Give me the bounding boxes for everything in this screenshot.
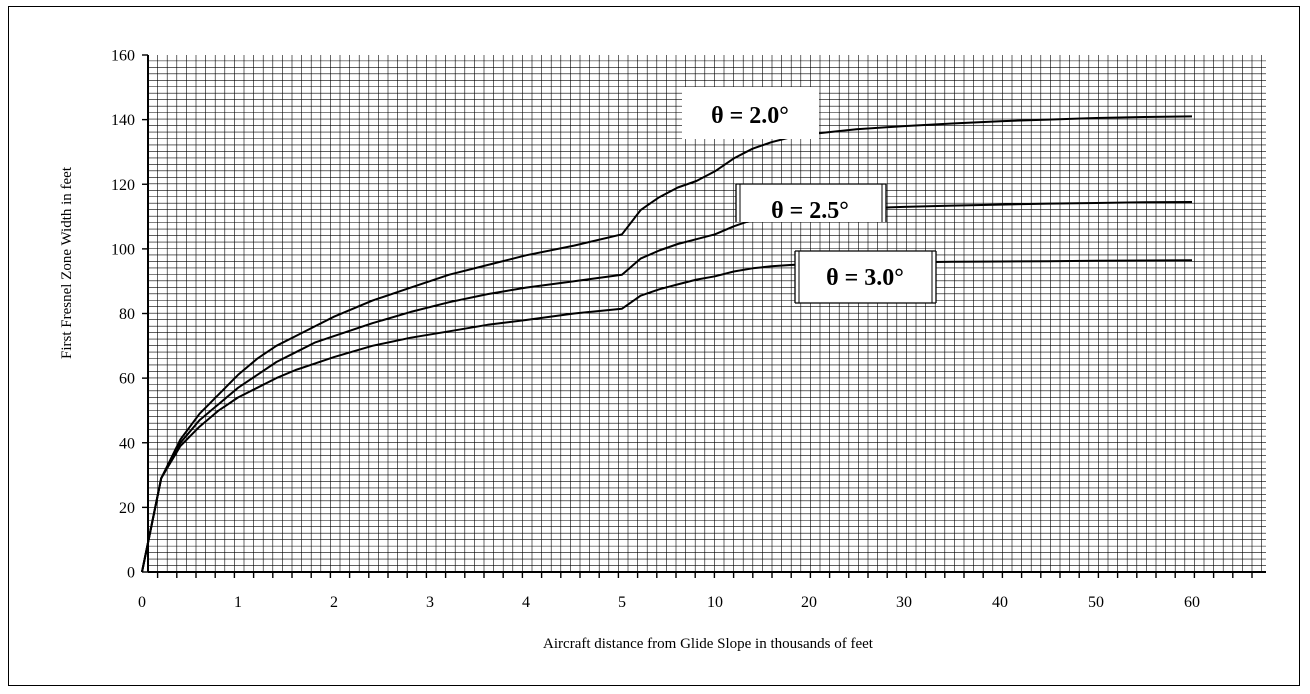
y-tick-label: 100: [111, 241, 135, 258]
label-background: [795, 251, 936, 303]
label-background: [682, 87, 819, 139]
curve-labels: θ = 2.0° θ = 2.5° θ = 3.0°: [682, 87, 937, 304]
x-axis-ticks: 0 1 2 3 4 5 10 20 30 40 50 60: [138, 594, 1200, 611]
x-tick-label: 60: [1184, 594, 1200, 611]
curve-label-text: θ = 2.5°: [771, 198, 849, 224]
x-tick-label: 3: [426, 594, 434, 611]
curve-label-text: θ = 2.0°: [711, 103, 789, 129]
curve-label-2: θ = 2.5°: [735, 183, 887, 224]
y-tick-label: 40: [119, 435, 135, 452]
chart-grid: [147, 55, 1266, 573]
chart-series: [141, 115, 1193, 573]
curve-label-3: θ = 3.0°: [794, 250, 937, 304]
x-tick-label: 0: [138, 594, 146, 611]
x-tick-label: 1: [234, 594, 242, 611]
y-tick-label: 20: [119, 500, 135, 517]
y-tick-label: 60: [119, 371, 135, 388]
curve-label-1: θ = 2.0°: [682, 87, 819, 139]
x-tick-label: 5: [618, 594, 626, 611]
series-line-1: [141, 115, 1193, 573]
chart-frame: 0 20 40 60 80 100 120 140 160 0 1 2 3 4 5 10 20 30 40 50 60…: [8, 6, 1300, 686]
x-tick-label: 4: [522, 594, 530, 611]
x-tick-label: 10: [707, 594, 723, 611]
x-tick-label: 30: [896, 594, 912, 611]
curve-label-text: θ = 3.0°: [826, 265, 904, 291]
y-tick-label: 120: [111, 177, 135, 194]
y-tick-label: 0: [127, 565, 135, 582]
line-chart: 0 20 40 60 80 100 120 140 160 0 1 2 3 4 5 10 20 30 40 50 60…: [59, 48, 1266, 652]
y-tick-label: 140: [111, 112, 135, 129]
y-tick-label: 160: [111, 48, 135, 65]
x-tick-label: 40: [992, 594, 1008, 611]
label-background: [736, 184, 886, 222]
y-tick-label: 80: [119, 306, 135, 323]
y-axis-ticks: 0 20 40 60 80 100 120 140 160: [111, 48, 148, 582]
x-tick-label: 2: [330, 594, 338, 611]
x-tick-label: 50: [1088, 594, 1104, 611]
series-line-2: [141, 201, 1193, 573]
x-axis-title: Aircraft distance from Glide Slope in th…: [543, 636, 874, 652]
y-axis-title: First Fresnel Zone Width in feet: [59, 166, 75, 359]
x-tick-label: 20: [801, 594, 817, 611]
